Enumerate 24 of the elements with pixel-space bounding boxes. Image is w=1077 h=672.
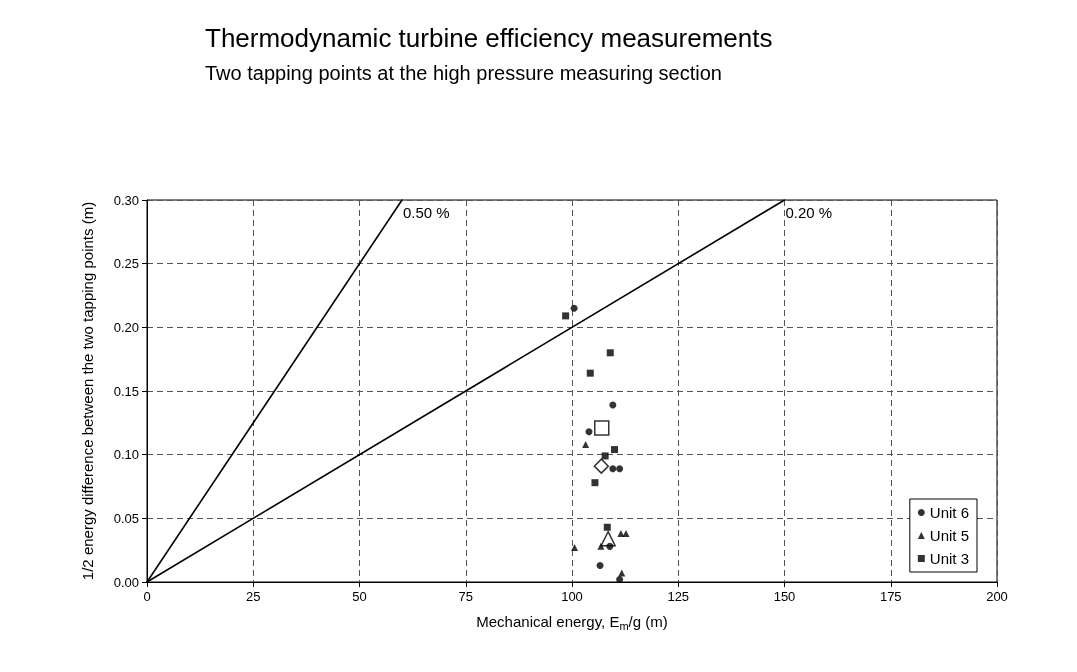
x-tick-label: 50	[352, 589, 367, 604]
y-tick-label: 0.15	[113, 383, 139, 399]
series-label: 0.20 %	[785, 203, 833, 221]
y-axis-title: 1/2 energy difference between the two tapping points (m)	[79, 201, 96, 581]
legend-label: Unit 6	[929, 504, 969, 521]
y-tick-label: 0.00	[113, 574, 139, 590]
x-tick-label: 75	[458, 589, 473, 604]
x-tick-label: 175	[879, 589, 902, 604]
x-tick-label: 150	[773, 589, 796, 604]
legend-label: Unit 5	[929, 527, 969, 544]
x-tick-label: 100	[561, 589, 583, 604]
y-tick-label: 0.10	[113, 447, 139, 463]
y-tick-label: 0.25	[113, 256, 139, 272]
y-tick-label: 0.05	[113, 510, 139, 526]
chart-title: Thermodynamic turbine efficiency measurements	[205, 23, 773, 53]
x-tick-label: 25	[246, 589, 261, 604]
y-tick-label: 0.30	[113, 192, 139, 208]
chart-subtitle: Two tapping points at the high pressure measuring section	[205, 62, 722, 84]
x-tick-label: 0	[143, 589, 151, 604]
x-tick-label: 200	[986, 589, 1008, 604]
x-tick-label: 125	[667, 589, 690, 604]
legend-label: Unit 3	[929, 550, 969, 567]
y-tick-label: 0.20	[113, 319, 139, 335]
series-label: 0.50 %	[403, 203, 450, 221]
